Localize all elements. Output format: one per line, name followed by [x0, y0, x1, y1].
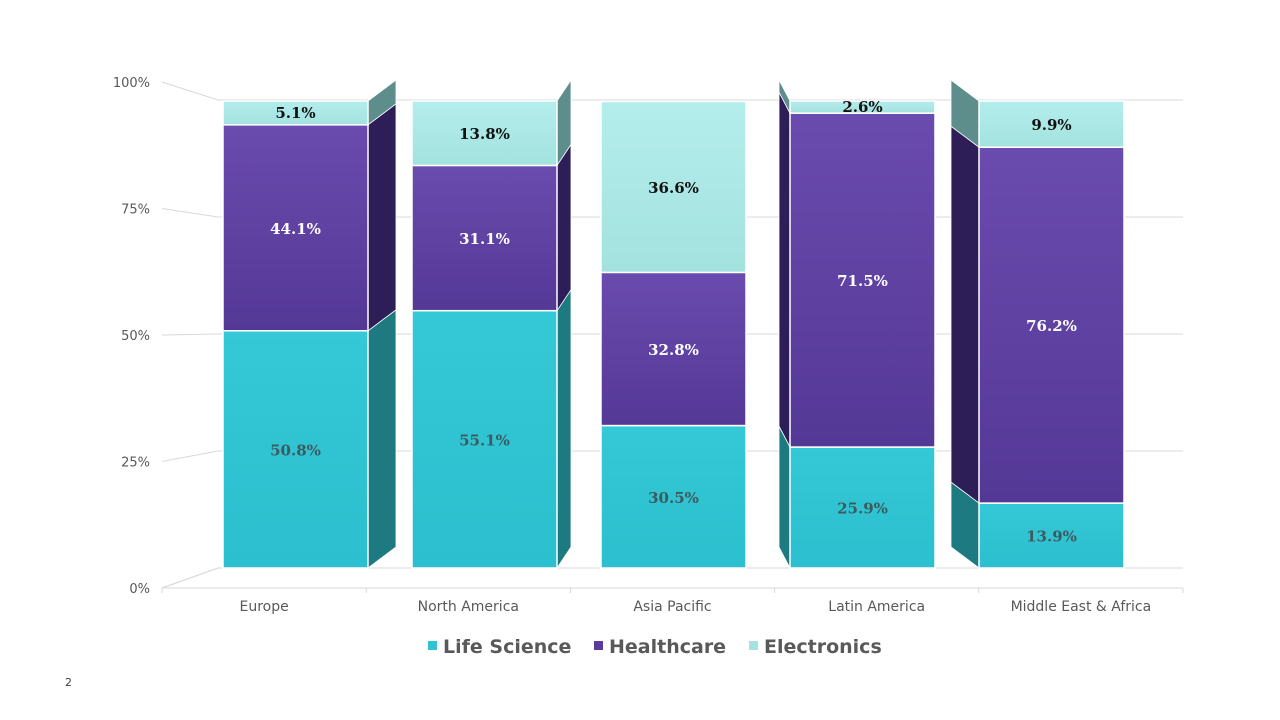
legend-label-electronics: Electronics: [764, 636, 882, 658]
data-label-life-science-europe: 50.8%: [270, 441, 321, 459]
bar-side-life-science-north-america: [556, 288, 572, 570]
wall-gridline: [161, 333, 219, 336]
bar-electronics-asia-pacific: [600, 100, 747, 274]
y-tick-label: 0%: [129, 582, 150, 597]
wall-gridline: [161, 450, 219, 462]
legend: Life Science Healthcare Electronics: [428, 636, 882, 658]
bar-electronics-latin-america: [789, 100, 936, 114]
bar-side-healthcare-latin-america: [778, 91, 791, 448]
x-tick-label-north-america: North America: [418, 599, 519, 615]
wall-gridline: [161, 208, 219, 218]
data-label-healthcare-europe: 44.1%: [270, 220, 321, 238]
bar-electronics-europe: [222, 100, 369, 126]
bar-life-science-latin-america: [789, 446, 936, 569]
y-tick-label: 50%: [121, 329, 150, 344]
floor-edge: [161, 567, 219, 589]
legend-swatch-life-science: [428, 641, 437, 650]
bar-healthcare-europe: [222, 124, 369, 332]
wall-gridline: [161, 81, 219, 101]
y-tick-label: 100%: [113, 76, 150, 91]
bar-healthcare-middle-east-africa: [978, 146, 1125, 504]
legend-swatch-electronics: [749, 641, 758, 650]
x-tick-label-latin-america: Latin America: [828, 599, 925, 615]
data-label-life-science-middle-east-africa: 13.9%: [1026, 528, 1077, 546]
bar-healthcare-latin-america: [789, 112, 936, 448]
x-tick-label-middle-east-africa: Middle East & Africa: [1011, 599, 1152, 615]
data-label-life-science-latin-america: 25.9%: [837, 500, 888, 518]
y-tick-label: 25%: [121, 456, 150, 471]
legend-label-life-science: Life Science: [443, 636, 571, 658]
data-label-electronics-asia-pacific: 36.6%: [648, 179, 699, 197]
legend-swatch-healthcare: [594, 641, 603, 650]
axes: 0% 25% 50% 75% 100% Europe North America Asia P…: [113, 76, 1184, 615]
data-label-healthcare-asia-pacific: 32.8%: [648, 341, 699, 359]
x-tick-label-asia-pacific: Asia Pacific: [633, 599, 711, 615]
bar-side-healthcare-middle-east-africa: [950, 125, 980, 504]
data-label-electronics-north-america: 13.8%: [459, 125, 510, 143]
data-label-healthcare-middle-east-africa: 76.2%: [1026, 317, 1077, 335]
bar-side-life-science-europe: [367, 308, 397, 569]
bar-electronics-north-america: [411, 100, 558, 167]
data-label-life-science-asia-pacific: 30.5%: [648, 489, 699, 507]
legend-item-electronics: Electronics: [749, 636, 882, 658]
data-label-life-science-north-america: 55.1%: [459, 431, 510, 449]
legend-label-healthcare: Healthcare: [609, 636, 726, 658]
data-label-healthcare-north-america: 31.1%: [459, 230, 510, 248]
bar-life-science-asia-pacific: [600, 424, 747, 569]
legend-item-life-science: Life Science: [428, 636, 571, 658]
bar-electronics-middle-east-africa: [978, 100, 1125, 148]
bar-side-healthcare-europe: [367, 103, 397, 332]
legend-item-healthcare: Healthcare: [594, 636, 726, 658]
x-tick-label-europe: Europe: [239, 599, 288, 615]
data-label-healthcare-latin-america: 71.5%: [837, 272, 888, 290]
data-label-electronics-middle-east-africa: 9.9%: [1031, 116, 1071, 134]
y-tick-label: 75%: [121, 203, 150, 218]
bar-life-science-europe: [222, 330, 369, 569]
data-label-electronics-latin-america: 2.6%: [842, 98, 882, 116]
page-number: 2: [65, 676, 72, 689]
bars: [222, 78, 1125, 570]
bar-side-healthcare-north-america: [556, 143, 572, 313]
bar-healthcare-asia-pacific: [600, 271, 747, 427]
data-labels: 50.8% 44.1% 5.1% 55.1% 31.1% 13.8% 30.5% 32.8% 3…: [270, 98, 1077, 545]
data-label-electronics-europe: 5.1%: [275, 104, 315, 122]
bar-life-science-middle-east-africa: [978, 502, 1125, 569]
bar-side-life-science-latin-america: [778, 425, 791, 569]
bar-healthcare-north-america: [411, 164, 558, 312]
